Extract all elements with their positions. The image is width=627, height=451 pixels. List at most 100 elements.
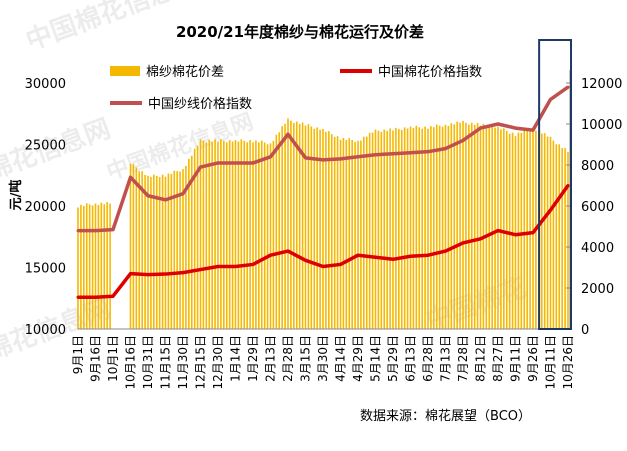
highlight-box bbox=[538, 39, 573, 330]
x-tick-label: 12月30日 bbox=[211, 335, 225, 390]
bar-mark bbox=[100, 202, 103, 329]
legend-item-spread: 棉纱棉花价差 bbox=[110, 64, 224, 80]
line-point bbox=[199, 165, 202, 169]
bar-mark bbox=[540, 133, 543, 329]
legend: 棉纱棉花价差 中国棉花价格指数 中国纱线价格指数 bbox=[110, 64, 482, 112]
bar-mark bbox=[511, 132, 514, 329]
y-right-tick-label: 4000 bbox=[581, 241, 614, 256]
line-point bbox=[269, 155, 272, 159]
bar-mark bbox=[255, 140, 257, 329]
bar-mark bbox=[517, 132, 520, 329]
bar-mark bbox=[479, 125, 482, 329]
bar-mark bbox=[330, 134, 333, 329]
x-tick-label: 5月14日 bbox=[369, 335, 383, 382]
x-tick-label: 10月11日 bbox=[544, 335, 558, 390]
bar-mark bbox=[430, 126, 432, 329]
bar-mark bbox=[427, 128, 429, 329]
bar-mark bbox=[459, 122, 461, 330]
y-axis-label: 元/吨 bbox=[8, 180, 24, 211]
bar-mark bbox=[272, 140, 275, 329]
bar-mark bbox=[418, 127, 421, 329]
bar-mark bbox=[482, 123, 485, 329]
bar-mark bbox=[129, 163, 132, 329]
y-left-tick-label: 20000 bbox=[25, 200, 66, 215]
x-tick-label: 11月15日 bbox=[159, 335, 173, 390]
x-tick-label: 3月15日 bbox=[299, 335, 313, 382]
bar-mark bbox=[225, 142, 228, 329]
bar-mark bbox=[392, 130, 394, 329]
bar-mark bbox=[252, 142, 254, 329]
bar-mark bbox=[363, 136, 365, 329]
x-tick-label: 4月29日 bbox=[351, 335, 365, 382]
bar-mark bbox=[260, 140, 263, 329]
x-tick-label: 7月13日 bbox=[439, 335, 453, 382]
x-tick-label: 10月31日 bbox=[141, 335, 155, 390]
bar-mark bbox=[220, 139, 222, 329]
bar-mark bbox=[435, 124, 438, 329]
line-point bbox=[321, 264, 325, 268]
bar-mark bbox=[155, 175, 158, 329]
bar-mark bbox=[415, 125, 418, 329]
bar-mark bbox=[263, 142, 266, 329]
bar-mark bbox=[158, 177, 161, 329]
bar-mark bbox=[266, 144, 269, 329]
legend-label-spread: 棉纱棉花价差 bbox=[146, 64, 224, 80]
line-point bbox=[234, 161, 237, 165]
bar-mark bbox=[132, 163, 135, 329]
line-point bbox=[496, 229, 500, 233]
bar-mark bbox=[141, 171, 143, 329]
bar-mark bbox=[336, 136, 339, 329]
x-tick-label: 2月28日 bbox=[281, 335, 295, 382]
bar-mark bbox=[497, 126, 499, 329]
x-tick-label: 7月28日 bbox=[456, 335, 470, 382]
line-point bbox=[409, 151, 412, 155]
x-tick-label: 10月26日 bbox=[561, 335, 575, 390]
bar-mark bbox=[447, 125, 450, 329]
bar-mark bbox=[161, 174, 164, 329]
bar-mark bbox=[284, 123, 286, 329]
bar-mark bbox=[514, 136, 517, 329]
line-point bbox=[549, 208, 552, 212]
bar-mark bbox=[403, 127, 406, 329]
bar-mark bbox=[433, 127, 435, 329]
line-point bbox=[286, 249, 290, 253]
bar-mark bbox=[345, 139, 348, 329]
bar-mark bbox=[503, 128, 505, 329]
y-right-tick-label: 10000 bbox=[581, 118, 622, 133]
line-point bbox=[199, 268, 202, 272]
y-left-tick-label: 15000 bbox=[25, 262, 66, 277]
bar-mark bbox=[211, 141, 213, 329]
line-point bbox=[566, 184, 570, 187]
line-point bbox=[479, 126, 482, 130]
bar-mark bbox=[193, 148, 196, 329]
line-point bbox=[234, 264, 237, 268]
line-point bbox=[304, 156, 307, 160]
line-point bbox=[76, 229, 80, 233]
bar-mark bbox=[485, 125, 488, 329]
bar-mark bbox=[144, 174, 146, 329]
bar-mark bbox=[328, 131, 330, 329]
y-left-tick-label: 30000 bbox=[25, 77, 66, 92]
chart-title: 2020/21年度棉纱与棉花运行及价差 bbox=[176, 23, 424, 41]
bar-mark bbox=[135, 167, 138, 329]
bar-mark bbox=[473, 124, 476, 330]
bar-mark bbox=[342, 138, 345, 329]
bar-mark bbox=[339, 139, 342, 329]
bar-mark bbox=[228, 140, 231, 329]
bar-mark bbox=[400, 129, 403, 329]
y-right-tick-label: 6000 bbox=[581, 200, 614, 215]
bar-mark bbox=[476, 122, 479, 330]
bar-mark bbox=[523, 129, 526, 329]
bar-mark bbox=[319, 129, 321, 329]
x-tick-label: 10月16日 bbox=[124, 335, 138, 390]
bar-mark bbox=[301, 122, 304, 330]
bar-mark bbox=[409, 126, 412, 329]
line-point bbox=[374, 255, 377, 259]
line-point bbox=[216, 161, 220, 165]
bar-mark bbox=[348, 138, 351, 329]
line-point bbox=[374, 153, 377, 157]
bar-mark bbox=[208, 140, 211, 329]
legend-label-yarn: 中国纱线价格指数 bbox=[148, 96, 252, 112]
line-point bbox=[146, 194, 150, 198]
